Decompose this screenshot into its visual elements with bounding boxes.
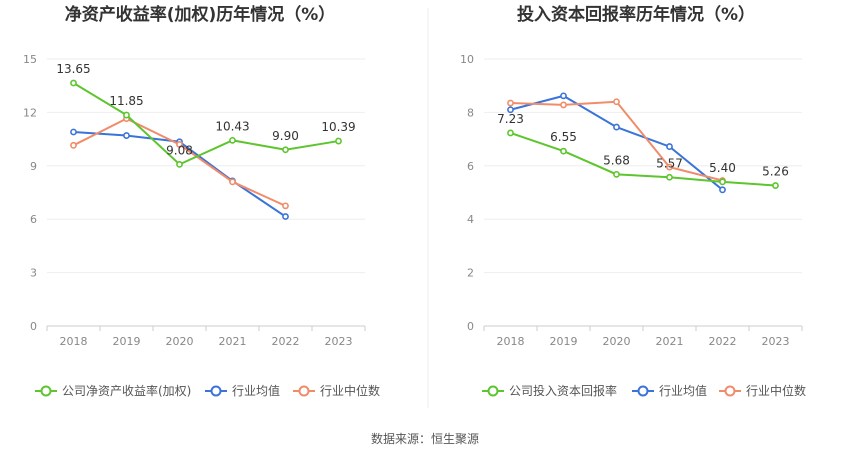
- legend-label: 行业均值: [232, 383, 280, 398]
- data-point: [613, 123, 620, 131]
- x-tick-label: 2019: [113, 335, 141, 348]
- data-label: 6.55: [550, 130, 577, 144]
- data-point: [123, 111, 130, 119]
- data-point: [176, 141, 183, 148]
- data-point: [507, 99, 514, 107]
- data-point: [176, 160, 183, 168]
- data-label: 5.40: [709, 161, 736, 175]
- legend-marker: [298, 385, 310, 397]
- data-point: [282, 213, 289, 220]
- data-point: [560, 92, 567, 100]
- y-tick-label: 3: [30, 267, 37, 280]
- data-point: [666, 173, 673, 181]
- legend-label: 行业中位数: [320, 383, 380, 398]
- x-tick-label: 2023: [325, 335, 353, 348]
- roe-chart: 净资产收益率(加权)历年情况（%） 0 3 6 9 12 15 2018 2019 2020 202…: [23, 4, 380, 398]
- x-tick-label: 2020: [603, 335, 631, 348]
- data-label: 9.08: [166, 143, 193, 157]
- legend-label: 行业中位数: [746, 383, 806, 398]
- data-point: [613, 98, 620, 106]
- roe-series-line-0: [72, 82, 339, 166]
- legend-label: 公司净资产收益率(加权): [62, 383, 191, 398]
- legend-marker: [724, 385, 736, 397]
- y-tick-label: 0: [30, 320, 37, 333]
- data-label: 7.23: [497, 112, 524, 126]
- data-point: [335, 137, 342, 145]
- data-point: [70, 128, 77, 136]
- roic-chart: 投入资本回报率历年情况（%） 0 2 4 6 8 10 2018 2019 2020 2021 202…: [460, 4, 806, 398]
- data-point: [666, 163, 673, 171]
- data-label: 10.43: [215, 119, 249, 133]
- x-tick-label: 2022: [272, 335, 300, 348]
- x-tick-label: 2018: [60, 335, 88, 348]
- y-tick-label: 4: [467, 213, 474, 226]
- data-point: [229, 178, 236, 186]
- y-tick-label: 2: [467, 267, 474, 280]
- data-label: 5.68: [603, 153, 630, 167]
- legend-marker: [40, 385, 52, 397]
- x-tick-label: 2023: [762, 335, 790, 348]
- x-tick-label: 2021: [219, 335, 247, 348]
- x-tick-label: 2019: [550, 335, 578, 348]
- data-label: 9.90: [272, 129, 299, 143]
- chart-title: 投入资本回报率历年情况（%）: [517, 4, 755, 25]
- data-label: 10.39: [321, 120, 355, 134]
- y-tick-label: 12: [23, 106, 37, 119]
- data-point: [282, 202, 289, 210]
- y-tick-label: 6: [467, 160, 474, 173]
- roic-series-line-2: [510, 100, 723, 182]
- y-tick-label: 9: [30, 160, 37, 173]
- data-point: [719, 178, 726, 186]
- legend-marker: [637, 385, 649, 397]
- y-tick-label: 0: [467, 320, 474, 333]
- roic-series-line-0: [510, 132, 776, 187]
- legend-label: 行业均值: [659, 383, 707, 398]
- legend-marker: [487, 385, 499, 397]
- data-point: [613, 170, 620, 178]
- legend-marker: [210, 385, 222, 397]
- data-point: [507, 129, 514, 137]
- x-tick-label: 2022: [709, 335, 737, 348]
- data-point: [229, 136, 236, 144]
- data-label: 13.65: [56, 62, 90, 76]
- data-point: [772, 182, 779, 189]
- legend-label: 公司投入资本回报率: [509, 383, 617, 398]
- data-label: 5.26: [762, 165, 789, 179]
- data-point: [666, 143, 673, 150]
- y-tick-label: 10: [460, 53, 474, 66]
- data-label: 11.85: [109, 94, 143, 108]
- data-point: [560, 147, 567, 155]
- data-point: [70, 79, 77, 87]
- data-label: 5.57: [656, 156, 683, 170]
- data-point: [123, 132, 130, 139]
- y-tick-label: 6: [30, 213, 37, 226]
- data-point: [507, 106, 514, 114]
- chart-title: 净资产收益率(加权)历年情况（%）: [65, 4, 336, 25]
- data-point: [560, 101, 567, 109]
- x-tick-label: 2018: [497, 335, 525, 348]
- y-tick-label: 15: [23, 53, 37, 66]
- data-point: [282, 146, 289, 154]
- y-tick-label: 8: [467, 106, 474, 119]
- x-tick-label: 2021: [656, 335, 684, 348]
- x-tick-label: 2020: [166, 335, 194, 348]
- data-source: 数据来源：恒生聚源: [371, 431, 479, 446]
- data-point: [70, 141, 77, 149]
- data-point: [719, 186, 726, 194]
